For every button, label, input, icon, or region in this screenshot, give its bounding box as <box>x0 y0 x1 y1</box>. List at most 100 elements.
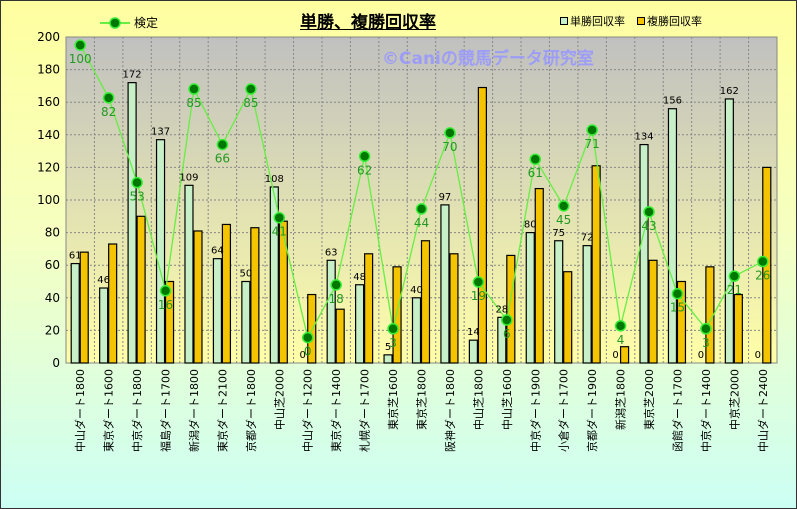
point-kentei <box>700 323 712 335</box>
bar-fukusho <box>392 266 402 364</box>
x-tick-label: 中山ダート2400 <box>756 369 770 452</box>
y-tick-label: 140 <box>37 128 60 142</box>
bar-tansho <box>582 245 592 364</box>
x-tick-label: 中山芝2000 <box>273 369 286 430</box>
y-tick-label: 180 <box>37 63 60 77</box>
y-tick-label: 20 <box>45 323 60 337</box>
bar-fukusho <box>136 215 146 364</box>
data-label-kentei: 61 <box>528 166 543 180</box>
data-label-tansho: 50 <box>239 269 252 280</box>
legend-item-tansho: 単勝回収率 <box>560 13 625 29</box>
data-label-tansho: 75 <box>552 228 565 239</box>
y-tick-label: 0 <box>52 356 60 370</box>
x-tick-label: 新潟芝1800 <box>614 369 628 430</box>
point-kentei <box>728 270 741 282</box>
bar-tansho <box>724 98 734 364</box>
y-tick-label: 80 <box>45 226 60 240</box>
point-kentei <box>74 39 86 51</box>
data-label-kentei: 82 <box>101 105 116 119</box>
x-tick-label: 函館ダート1700 <box>670 369 684 452</box>
x-tick-label: 東京ダート1600 <box>102 369 116 452</box>
x-tick-label: 札幌ダート1700 <box>358 369 372 452</box>
bar-tansho <box>355 284 365 364</box>
data-label-kentei: 0 <box>304 345 312 359</box>
data-label-kentei: 3 <box>389 336 397 350</box>
bar-fukusho <box>676 280 687 364</box>
legend-kentei: 検定 <box>100 14 158 31</box>
bar-fukusho <box>591 165 601 364</box>
point-kentei <box>444 127 456 139</box>
x-tick-label: 阪神ダート1800 <box>443 369 457 452</box>
data-label-kentei: 26 <box>755 269 770 283</box>
x-tick-label: 中京芝2000 <box>727 369 741 430</box>
data-label-tansho: 97 <box>439 192 452 203</box>
data-label-tansho: 134 <box>634 132 653 143</box>
y-tick-label: 60 <box>45 258 60 272</box>
data-label-kentei: 41 <box>272 225 287 239</box>
data-label-kentei: 100 <box>69 52 92 66</box>
bar-tansho <box>269 186 279 364</box>
data-label-tansho: 0 <box>698 350 704 361</box>
bar-fukusho <box>449 253 459 364</box>
bar-fukusho <box>733 293 743 364</box>
legend-bars: 単勝回収率 複勝回収率 <box>560 13 702 29</box>
point-kentei <box>159 285 172 297</box>
point-kentei <box>671 287 684 300</box>
data-label-tansho: 172 <box>123 70 142 81</box>
bar-tansho <box>639 143 649 364</box>
x-tick-label: 東京芝2000 <box>642 369 656 430</box>
bar-tansho <box>667 108 678 364</box>
bar-fukusho <box>79 251 89 364</box>
bar-tansho <box>99 287 109 364</box>
data-label-kentei: 62 <box>357 163 372 177</box>
bar-tansho <box>525 232 535 364</box>
x-tick-label: 中山芝1600 <box>501 369 514 430</box>
point-kentei <box>273 211 286 224</box>
data-label-tansho: 72 <box>581 233 594 244</box>
x-tick-label: 中山ダート1800 <box>73 369 87 452</box>
data-label-kentei: 85 <box>186 96 201 110</box>
bar-tansho <box>468 339 478 364</box>
point-kentei <box>358 150 371 163</box>
data-label-kentei: 18 <box>329 292 344 306</box>
x-tick-label: 東京芝1600 <box>386 369 400 430</box>
data-label-tansho: 28 <box>495 304 508 315</box>
point-kentei <box>415 203 428 215</box>
data-label-tansho: 48 <box>353 272 366 283</box>
data-label-kentei: 6 <box>503 327 511 341</box>
bar-tansho <box>155 139 166 364</box>
x-tick-label: 福島ダート1700 <box>159 369 173 452</box>
data-label-kentei: 4 <box>617 333 625 347</box>
bar-tansho <box>241 280 251 364</box>
x-tick-label: 中山ダート1200 <box>301 369 315 452</box>
data-label-tansho: 108 <box>265 174 284 185</box>
data-label-tansho: 109 <box>179 172 198 183</box>
bar-tansho <box>326 259 336 364</box>
point-kentei <box>387 323 399 335</box>
legend-label: 検定 <box>134 16 159 30</box>
legend-swatch-icon <box>560 17 568 25</box>
bar-tansho <box>212 258 223 364</box>
x-tick-label: 中京ダート1900 <box>528 369 542 452</box>
point-kentei <box>216 138 229 151</box>
x-tick-label: 中京ダート1800 <box>130 369 144 452</box>
bar-fukusho <box>364 253 374 364</box>
x-tick-label: 東京ダート1400 <box>329 369 343 452</box>
y-tick-label: 160 <box>37 95 60 109</box>
bar-tansho <box>70 262 80 364</box>
data-label-tansho: 137 <box>151 127 170 138</box>
point-kentei <box>557 200 570 212</box>
data-label-tansho: 46 <box>97 275 110 286</box>
legend-swatch-icon <box>637 17 645 25</box>
data-label-tansho: 40 <box>410 285 423 296</box>
data-label-kentei: 53 <box>129 190 144 204</box>
legend-item-fukusho: 複勝回収率 <box>637 13 702 29</box>
bar-fukusho <box>164 280 175 364</box>
data-label-tansho: 64 <box>211 246 224 257</box>
data-label-kentei: 44 <box>414 216 429 230</box>
data-label-tansho: 80 <box>524 220 537 231</box>
data-label-kentei: 19 <box>471 289 486 303</box>
bar-fukusho <box>335 308 345 364</box>
y-tick-label: 200 <box>37 30 60 44</box>
data-label-kentei: 15 <box>670 301 685 315</box>
